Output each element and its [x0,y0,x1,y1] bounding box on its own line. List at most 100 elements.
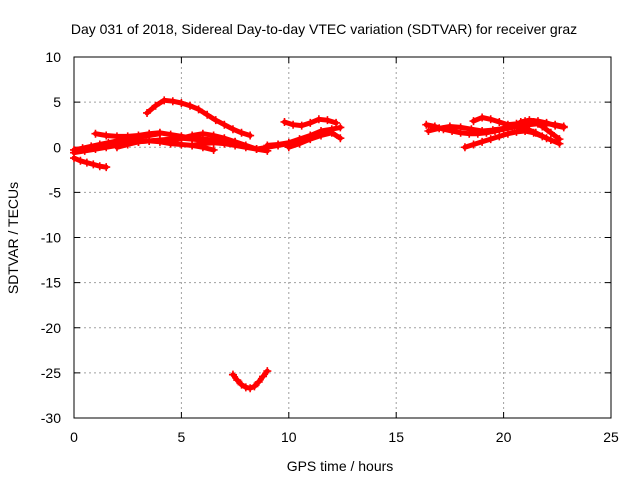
data-points [70,96,568,393]
data-point [460,143,469,152]
y-tick-label: 0 [53,139,61,155]
series-arc-10 [280,115,341,130]
data-point [525,116,534,125]
data-point [166,130,175,139]
x-tick-label: 15 [388,429,404,445]
data-point [422,120,431,129]
data-point [555,139,564,148]
data-point [521,127,530,136]
x-tick-label: 25 [603,429,619,445]
series-arc-9 [263,123,345,150]
data-point [486,115,495,124]
data-point [91,129,100,138]
series-arc-2 [70,154,111,172]
data-point [220,120,229,129]
y-tick-label: -15 [41,275,61,291]
data-point [237,380,246,389]
data-point [538,132,547,141]
data-point [231,141,240,150]
y-tick-label: 10 [45,49,61,65]
series-arc-11 [284,128,345,152]
data-point [263,367,272,376]
data-point [112,143,121,152]
data-point [317,131,326,140]
data-point [486,135,495,144]
data-point [559,123,568,132]
data-point [456,123,465,132]
data-point [435,124,444,133]
data-point [263,141,272,150]
data-point [336,134,345,143]
data-point [145,129,154,138]
data-point [91,145,100,154]
data-point [336,123,345,132]
data-point [478,137,487,146]
y-tick-label: -5 [49,184,62,200]
data-point [112,132,121,141]
data-point [529,128,538,137]
data-point [220,139,229,148]
data-point [503,120,512,129]
series-arc-17 [516,116,568,132]
data-point [123,140,132,149]
data-point [495,132,504,141]
data-point [467,125,476,134]
data-point [503,129,512,138]
axis-ticks: 0 5 10 15 20 25 10 5 0 -5 -10 -15 -20 -25 -30 [41,49,619,445]
data-point [134,137,143,146]
data-point [332,118,341,127]
data-point [533,117,542,126]
data-point [241,143,250,152]
data-point [177,99,186,108]
data-point [297,121,306,130]
series-arc-5 [143,96,255,140]
data-point [143,108,152,117]
data-point [70,148,78,157]
data-point [198,139,207,148]
data-point [194,105,203,114]
data-point [259,372,268,381]
data-point [123,132,132,141]
data-point [211,116,220,125]
data-point [102,143,111,152]
y-tick-label: -30 [41,410,61,426]
data-point [246,131,255,140]
data-point [102,163,111,172]
data-point [252,145,261,154]
data-point [445,122,454,131]
data-point [314,115,323,124]
data-point [546,128,555,137]
data-point [274,140,283,149]
x-tick-label: 20 [496,429,512,445]
data-point [168,97,177,106]
data-point [160,96,169,105]
data-point [306,135,315,144]
data-point [246,384,255,393]
y-tick-label: 5 [53,94,61,110]
data-point [155,128,164,137]
data-point [327,128,336,137]
data-point [188,131,197,140]
y-tick-label: -10 [41,230,61,246]
data-point [203,110,212,119]
data-point [289,120,298,129]
data-point [166,137,175,146]
y-tick-label: -20 [41,320,61,336]
series-arc-16 [460,127,564,152]
data-point [280,117,289,126]
data-point [424,127,433,136]
data-point [495,117,504,126]
data-point [551,121,560,130]
data-point [155,137,164,146]
data-point [209,138,218,147]
data-point [151,101,160,110]
x-tick-label: 0 [70,429,78,445]
data-point [478,127,487,136]
data-point [145,136,154,145]
data-point [102,131,111,140]
data-point [488,126,497,135]
data-point [188,141,197,150]
x-tick-label: 5 [178,429,186,445]
data-point [209,131,218,140]
